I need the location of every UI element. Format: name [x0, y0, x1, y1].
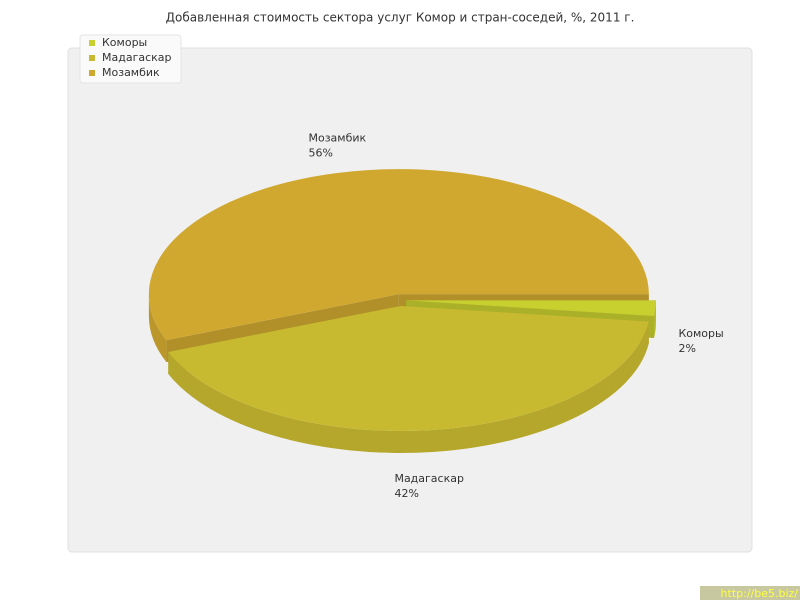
watermark: http://be5.biz/	[721, 587, 799, 600]
legend-label: Мозамбик	[102, 66, 160, 79]
slice-label: Мозамбик	[308, 132, 366, 145]
legend-swatch	[89, 70, 95, 76]
legend-label: Мадагаскар	[102, 51, 172, 64]
slice	[148, 169, 649, 341]
pie	[148, 169, 656, 453]
slice-label: Коморы	[678, 327, 723, 340]
slice-side	[168, 321, 649, 453]
watermark-bg	[700, 586, 800, 600]
legend-label: Коморы	[102, 36, 147, 49]
slice	[405, 300, 656, 317]
slice-value-label: 42%	[394, 487, 418, 500]
slice-label: Мадагаскар	[394, 472, 464, 485]
slice-side	[654, 300, 656, 339]
slice-side	[148, 294, 167, 363]
legend-swatch	[89, 55, 95, 61]
legend-swatch	[89, 40, 95, 46]
legend-box	[79, 34, 182, 84]
chart-title: Добавленная стоимость сектора услуг Комо…	[166, 11, 635, 25]
slice-value-label: 2%	[678, 342, 695, 355]
slice-value-label: 56%	[308, 147, 332, 160]
slice	[168, 305, 649, 431]
